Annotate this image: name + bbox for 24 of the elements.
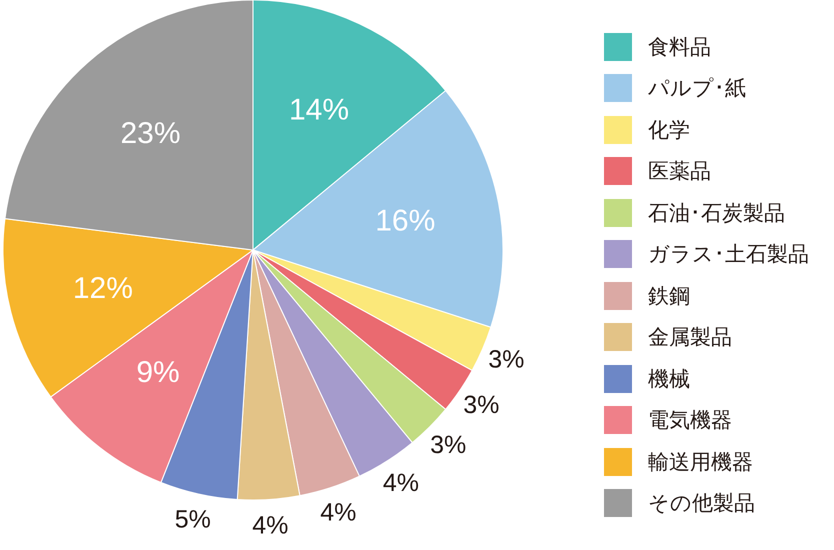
- data-label: 4%: [320, 498, 356, 526]
- data-label: 9%: [136, 356, 180, 389]
- data-label: 16%: [375, 204, 436, 238]
- legend-label: 鉄鋼: [648, 284, 690, 310]
- legend-label: 化学: [648, 118, 690, 144]
- data-label: 3%: [430, 431, 466, 460]
- data-label: 4%: [382, 469, 419, 498]
- legend-label: 輸送用機器: [648, 450, 753, 476]
- data-label: 4%: [252, 511, 288, 540]
- data-label: 3%: [488, 346, 524, 374]
- legend-label: 電気機器: [648, 408, 732, 434]
- data-label: 23%: [120, 117, 181, 150]
- legend-label: 石油･石炭製品: [648, 200, 785, 227]
- data-label: 3%: [463, 391, 500, 420]
- legend-label: パルプ･紙: [648, 76, 746, 102]
- legend-label: その他製品: [648, 491, 755, 518]
- legend-label: ガラス･土石製品: [648, 242, 809, 268]
- legend-label: 食料品: [648, 34, 711, 61]
- legend-label: 医薬品: [648, 159, 711, 186]
- legend-label: 金属製品: [648, 325, 732, 352]
- data-label: 14%: [288, 93, 350, 126]
- legend-label: 機械: [648, 366, 690, 393]
- data-label: 12%: [72, 272, 133, 306]
- data-label: 5%: [174, 505, 211, 534]
